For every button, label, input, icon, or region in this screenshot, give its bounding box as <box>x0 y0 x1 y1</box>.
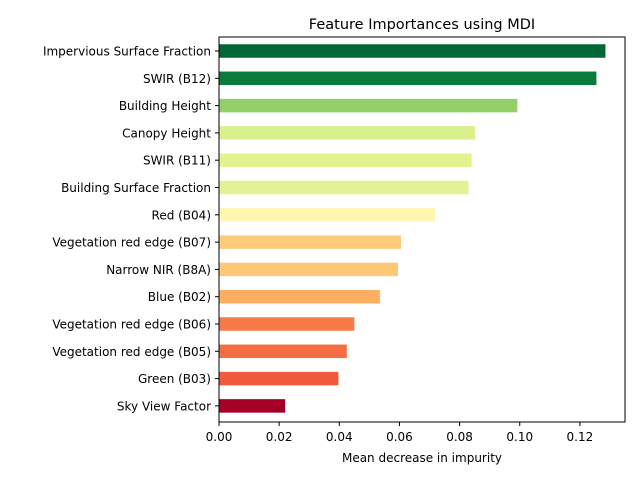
y-tick-label: SWIR (B12) <box>143 72 211 86</box>
x-axis-label: Mean decrease in impurity <box>342 451 502 465</box>
x-tick-label: 0.12 <box>567 430 594 444</box>
y-tick-label: Impervious Surface Fraction <box>43 45 211 59</box>
bar <box>219 317 355 331</box>
x-tick-label: 0.00 <box>206 430 233 444</box>
chart-title: Feature Importances using MDI <box>309 17 535 33</box>
y-tick-label: Vegetation red edge (B06) <box>52 318 211 332</box>
y-tick-label: Vegetation red edge (B05) <box>52 345 211 359</box>
bar <box>219 153 472 167</box>
bar <box>219 371 339 386</box>
x-tick-label: 0.06 <box>386 430 413 444</box>
y-tick-label: SWIR (B11) <box>143 154 211 168</box>
bar <box>219 289 380 304</box>
bar <box>219 180 469 195</box>
y-tick-label: Narrow NIR (B8A) <box>106 263 211 277</box>
y-tick-label: Green (B03) <box>138 372 211 386</box>
bar <box>219 71 597 86</box>
y-tick-label: Building Surface Fraction <box>61 181 211 195</box>
bar <box>219 44 606 58</box>
bar <box>219 98 518 113</box>
bar <box>219 344 347 359</box>
y-tick-label: Red (B04) <box>152 208 211 222</box>
x-tick-label: 0.04 <box>326 430 353 444</box>
bar <box>219 126 476 140</box>
y-tick-label: Blue (B02) <box>148 290 211 304</box>
bar <box>219 208 435 222</box>
bar <box>219 235 401 249</box>
x-tick-label: 0.02 <box>266 430 293 444</box>
y-tick-label: Vegetation red edge (B07) <box>52 236 211 250</box>
x-tick-label: 0.10 <box>506 430 533 444</box>
bar <box>219 399 286 413</box>
y-tick-label: Sky View Factor <box>117 399 211 413</box>
y-tick-label: Canopy Height <box>122 126 211 140</box>
plot-frame <box>218 36 626 423</box>
bar <box>219 262 398 277</box>
y-tick-label: Building Height <box>119 99 211 113</box>
x-tick-label: 0.08 <box>446 430 473 444</box>
